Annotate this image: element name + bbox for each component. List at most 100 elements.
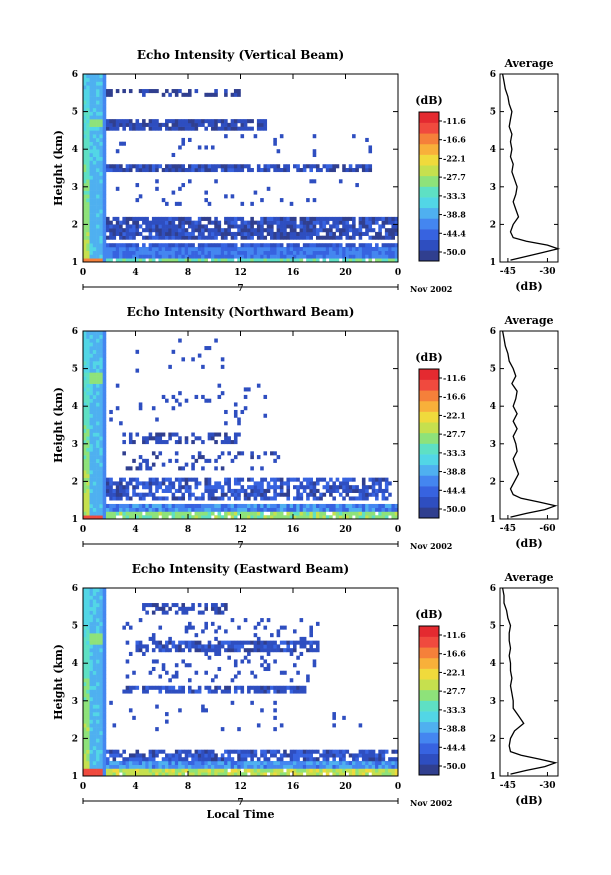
heatmap-cell	[263, 477, 268, 482]
heatmap-cell	[220, 503, 225, 509]
heatmap-cell	[86, 198, 90, 203]
heatmap-cell	[210, 119, 215, 124]
heatmap-cell	[207, 220, 212, 225]
heatmap-cell	[263, 168, 268, 173]
heatmap-cell	[178, 220, 182, 225]
heatmap-cell	[184, 768, 189, 773]
heatmap-cell	[348, 168, 353, 173]
heatmap-cell	[122, 451, 126, 456]
heatmap-cell	[86, 636, 90, 641]
heatmap-cell	[253, 685, 258, 690]
heatmap-cell	[92, 213, 97, 218]
heatmap-cell	[102, 470, 107, 475]
heatmap-cell	[119, 250, 123, 255]
heatmap-cell	[224, 507, 228, 512]
heatmap-cell	[92, 134, 97, 139]
heatmap-cell	[174, 432, 179, 437]
heatmap-cell	[273, 243, 277, 248]
heatmap-cell	[220, 246, 225, 252]
heatmap-cell	[256, 640, 261, 645]
heatmap-cell	[178, 685, 182, 690]
colorbar-band	[419, 229, 439, 241]
heatmap-cell	[220, 466, 225, 471]
profile-frame	[499, 330, 559, 520]
heatmap-cell	[276, 511, 281, 516]
heatmap-cell	[174, 246, 179, 252]
heatmap-cell	[165, 603, 169, 608]
heatmap-cell	[145, 462, 149, 467]
heatmap-cell	[384, 511, 389, 516]
heatmap-cell	[270, 772, 274, 777]
heatmap-cell	[96, 149, 100, 154]
heatmap-cell	[204, 515, 208, 520]
heatmap-cell	[96, 361, 100, 366]
heatmap-cell	[132, 440, 136, 445]
heatmap-cell	[188, 122, 192, 127]
heatmap-cell	[240, 220, 245, 225]
heatmap-cell	[112, 768, 117, 773]
heatmap-cell	[263, 757, 268, 762]
heatmap-cell	[378, 477, 382, 482]
heatmap-cell	[99, 376, 103, 381]
heatmap-cell	[296, 488, 300, 493]
heatmap-cell	[355, 485, 359, 490]
heatmap-cell	[102, 346, 107, 351]
heatmap-cell	[83, 447, 87, 452]
heatmap-cell	[296, 753, 300, 758]
heatmap-cell	[293, 640, 297, 645]
heatmap-cell	[86, 618, 90, 623]
heatmap-cell	[391, 511, 396, 516]
heatmap-cell	[168, 640, 172, 645]
heatmap-cell	[220, 492, 225, 497]
heatmap-cell	[89, 674, 94, 679]
heatmap-cell	[96, 625, 100, 630]
heatmap-cell	[329, 228, 333, 233]
heatmap-cell	[388, 503, 392, 509]
heatmap-cell	[89, 753, 94, 758]
heatmap-cell	[279, 134, 284, 139]
heatmap-cell	[89, 258, 94, 263]
heatmap-cell	[266, 258, 271, 263]
heatmap-cell	[92, 488, 97, 493]
heatmap-cell	[102, 258, 107, 263]
heatmap-cell	[99, 621, 103, 626]
heatmap-cell	[319, 254, 323, 259]
heatmap-cell	[148, 254, 153, 259]
heatmap-cell	[243, 231, 248, 236]
heatmap-cell	[138, 455, 143, 460]
heatmap-cell	[89, 697, 94, 702]
heatmap-cell	[184, 640, 189, 645]
heatmap-cell	[168, 689, 172, 694]
heatmap-cell	[92, 96, 97, 101]
heatmap-cell	[279, 764, 284, 769]
heatmap-cell	[96, 466, 100, 471]
heatmap-cell	[194, 772, 199, 777]
heatmap-cell	[102, 246, 107, 252]
heatmap-cell	[161, 760, 166, 766]
heatmap-cell	[99, 104, 103, 109]
heatmap-cell	[92, 406, 97, 411]
heatmap-cell	[240, 235, 245, 240]
heatmap-cell	[89, 186, 94, 191]
heatmap-cell	[302, 757, 307, 762]
heatmap-cell	[155, 250, 159, 255]
heatmap-cell	[99, 220, 103, 225]
heatmap-cell	[230, 246, 235, 252]
heatmap-cell	[355, 488, 359, 493]
heatmap-cell	[96, 614, 100, 619]
heatmap-cell	[99, 111, 103, 116]
colorbar-band	[419, 239, 439, 251]
heatmap-cell	[358, 254, 363, 259]
heatmap-cell	[102, 633, 107, 638]
heatmap-cell	[89, 104, 94, 109]
heatmap-cell	[325, 753, 330, 758]
heatmap-cell	[329, 231, 333, 236]
heatmap-cell	[89, 606, 94, 611]
heatmap-cell	[83, 141, 87, 146]
heatmap-cell	[96, 243, 100, 248]
heatmap-cell	[224, 436, 228, 441]
heatmap-cell	[384, 228, 389, 233]
heatmap-cell	[210, 92, 215, 97]
heatmap-cell	[99, 606, 103, 611]
heatmap-cell	[99, 398, 103, 403]
